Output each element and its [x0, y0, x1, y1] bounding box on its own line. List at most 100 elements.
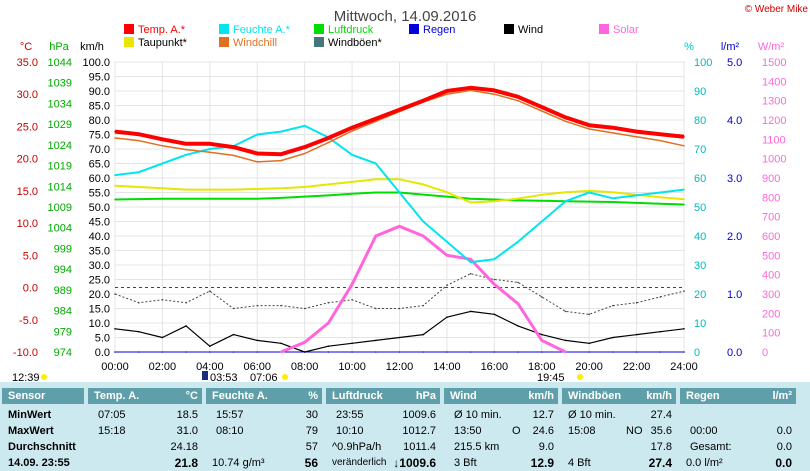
series-point [659, 351, 662, 353]
gust-header: Windböen km/h [562, 388, 676, 404]
time-tick-label: 02:00 [149, 361, 177, 373]
row-max-label: MaxWert [8, 425, 54, 437]
legend-swatch [409, 24, 419, 34]
series-point [398, 108, 401, 111]
series-point [375, 191, 377, 194]
series-point [446, 284, 448, 287]
gust-column: Windböen km/h Ø 10 min. 27.4 15:08 NO 35… [562, 388, 676, 471]
temp-min-time: 07:05 [98, 409, 126, 421]
series-point [659, 296, 662, 298]
time-tick-label: 12:00 [386, 361, 414, 373]
series-point [303, 195, 306, 198]
pct-tick-label: 100 [694, 57, 712, 69]
series-point [541, 220, 543, 223]
series-point [137, 171, 140, 173]
series-point [612, 126, 614, 129]
series-point [327, 351, 330, 353]
legend-swatch [599, 24, 609, 34]
celsius-tick-label: 35.0 [17, 57, 38, 69]
pressure-header: Luftdruck hPa [326, 388, 440, 404]
series-point [635, 351, 638, 353]
rain-column: Regen l/m² 00:00 0.0 Gesamt: 0.0 0.0 l/m… [680, 388, 796, 471]
series-point [256, 188, 259, 190]
series-point [564, 351, 567, 353]
solar-tick-label: 500 [762, 250, 780, 262]
temp-min-value: 18.5 [176, 409, 198, 421]
hpa-tick-label: 1029 [48, 119, 72, 131]
celsius-tick-label: 30.0 [17, 89, 38, 101]
series-point [280, 159, 282, 162]
kmh-tick-label: 55.0 [89, 188, 110, 200]
legend-swatch [219, 37, 229, 47]
series-point [446, 241, 448, 243]
time-tick-label: 14:00 [433, 361, 461, 373]
series-point [612, 351, 614, 353]
kmh-tick-label: 95.0 [89, 72, 110, 84]
series-point [232, 154, 235, 157]
series-point [303, 125, 306, 127]
series-point [541, 110, 543, 112]
gust-min-value: 27.4 [650, 409, 672, 421]
time-tick-label: 20:00 [575, 361, 603, 373]
temp-header-unit: °C [185, 390, 198, 402]
series-point [280, 351, 282, 353]
series-point [375, 117, 377, 120]
series-point [209, 351, 211, 353]
pct-tick-label: 0 [694, 347, 700, 359]
wind-now-value: 12.9 [530, 456, 554, 470]
celsius-tick-label: -10.0 [13, 347, 38, 359]
gust-bft: 4 Bft [568, 457, 591, 469]
series-point [635, 194, 638, 197]
series-point [256, 351, 259, 353]
series-point [256, 304, 259, 307]
series-point [422, 351, 425, 353]
series-point [185, 148, 187, 151]
gust-max-value: 35.6 [650, 425, 672, 437]
copyright-text: © Weber Mike [745, 4, 809, 15]
series-point [351, 342, 353, 345]
series-point [446, 195, 448, 198]
solar-unit-label: W/m² [758, 41, 785, 53]
legend-label: Wind [518, 24, 543, 36]
series-point [161, 138, 164, 141]
series-point [375, 235, 377, 237]
temp-max-value: 31.0 [176, 425, 198, 437]
gust-min-label: Ø 10 min. [568, 409, 616, 421]
series-point [541, 200, 543, 202]
series-point [280, 304, 282, 307]
sun-left-icon [41, 374, 47, 380]
temp-header: Temp. A. °C [88, 388, 202, 404]
series-point [351, 283, 353, 286]
sunset-time: 19:45 [537, 372, 565, 382]
legend-label: Temp. A.* [138, 24, 186, 36]
temp-now-value: 21.8 [174, 456, 198, 470]
series-point [137, 139, 140, 142]
kmh-tick-label: 65.0 [89, 159, 110, 171]
series-point [541, 296, 543, 298]
humidity-header-unit: % [308, 390, 318, 402]
series-point [351, 351, 353, 353]
series-point [137, 186, 140, 188]
series-point [161, 197, 164, 200]
legend-label: Luftdruck [328, 24, 374, 36]
series-point [303, 307, 306, 310]
series-point [469, 351, 472, 353]
series-point [659, 202, 662, 205]
pct-tick-label: 60 [694, 173, 706, 185]
series-point [493, 258, 496, 261]
series-point [422, 183, 425, 186]
series-point [351, 154, 353, 156]
solar-tick-label: 400 [762, 270, 780, 282]
series-point [209, 148, 211, 150]
series-point [232, 146, 235, 148]
series-point [635, 136, 638, 138]
series-point [185, 143, 187, 145]
series-point [493, 313, 496, 316]
hpa-tick-label: 1014 [48, 181, 72, 193]
series-point [612, 304, 614, 307]
series-point [114, 174, 116, 176]
series-point [469, 310, 472, 313]
hpa-tick-label: 1039 [48, 78, 72, 90]
solar-tick-label: 100 [762, 328, 780, 340]
kmh-tick-label: 60.0 [89, 173, 110, 185]
